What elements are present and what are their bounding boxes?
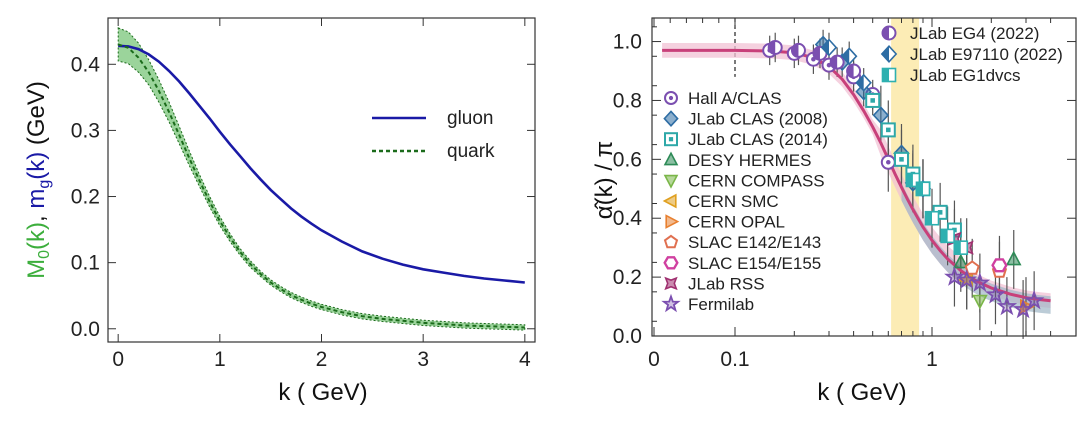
left-x-axis-label: k ( GeV) xyxy=(278,379,367,406)
data-point xyxy=(1005,250,1022,266)
data-point xyxy=(924,210,940,226)
legend-marker xyxy=(663,256,679,270)
data-point xyxy=(880,154,896,170)
data-point xyxy=(944,266,965,286)
theory-band-high-k xyxy=(901,182,1051,314)
data-point xyxy=(865,92,881,108)
legend-marker xyxy=(661,293,681,313)
left-chart: 0 1 2 3 4 0.0 0.1 0.2 0.3 0.4 gluon quark M0(k),… xyxy=(23,17,536,406)
legend-quark-label: quark xyxy=(447,141,495,162)
data-point xyxy=(820,38,838,57)
legend-marker xyxy=(880,45,898,63)
legend-label: DESY HERMES xyxy=(688,151,811,170)
legend-label: JLab RSS xyxy=(688,274,765,293)
legend-gluon-label: gluon xyxy=(447,108,494,129)
legend-marker xyxy=(665,214,680,229)
legend-label: JLab EG4 (2022) xyxy=(910,24,1039,43)
left-x-tick-label: 3 xyxy=(417,348,429,371)
right-legend: Hall A/CLAS JLab CLAS (2008)JLab CLAS (20… xyxy=(661,24,1063,314)
right-y-tick-label: 0.8 xyxy=(613,89,642,112)
data-point xyxy=(829,54,845,70)
left-series-lines xyxy=(117,43,525,329)
right-y-tick-label: 0.6 xyxy=(613,148,642,171)
right-y-axis-ticks: 0.0 0.2 0.4 0.6 0.8 1.0 xyxy=(613,26,1076,348)
right-chart: 0 0.1 1 0.00.20.40.60.81.0 Hall A/CLASJLab… xyxy=(591,17,1077,406)
left-legend: gluon quark xyxy=(372,108,495,162)
left-x-tick-label: 4 xyxy=(519,348,531,371)
data-point xyxy=(996,295,1018,316)
legend-marker xyxy=(664,132,678,147)
data-point xyxy=(952,253,969,269)
quark-uncertainty-band xyxy=(117,27,526,331)
data-point xyxy=(969,272,991,292)
left-y-tick-label: 0.3 xyxy=(71,119,100,142)
right-x-tick-label: 1 xyxy=(926,348,938,371)
data-point xyxy=(953,240,969,255)
legend-marker xyxy=(662,193,677,209)
legend-label: JLab EG1dvcs xyxy=(910,66,1021,85)
data-point xyxy=(964,260,980,275)
data-point xyxy=(880,122,896,138)
legend-label: SLAC E154/E155 xyxy=(688,254,821,273)
legend-marker xyxy=(881,25,897,41)
legend-marker xyxy=(664,276,678,291)
right-plot-frame xyxy=(651,17,1077,337)
legend-label: Fermilab xyxy=(688,295,754,314)
legend-label: JLab CLAS (2014) xyxy=(688,130,828,149)
right-y-tick-label: 1.0 xyxy=(613,31,642,54)
right-x-axis-ticks: 0 0.1 1 xyxy=(648,18,1052,371)
right-x-tick-label: 0 xyxy=(648,348,660,371)
left-y-tick-label: 0.0 xyxy=(71,318,100,341)
left-plot-frame xyxy=(107,17,536,343)
data-point xyxy=(1023,289,1045,310)
data-point xyxy=(956,269,977,289)
data-point xyxy=(893,151,909,167)
data-point xyxy=(972,294,988,310)
left-y-tick-label: 0.2 xyxy=(71,186,100,209)
data-point xyxy=(840,47,858,66)
quark-line xyxy=(117,43,525,329)
legend-marker xyxy=(663,174,679,189)
quark-band xyxy=(117,27,526,331)
data-point xyxy=(872,106,890,125)
data-point xyxy=(855,73,872,92)
data-point xyxy=(846,63,862,79)
left-x-tick-label: 1 xyxy=(214,348,226,371)
legend-label: Hall A/CLAS xyxy=(688,89,782,108)
data-point xyxy=(767,39,783,55)
data-points xyxy=(762,35,1045,319)
legend-label: CERN SMC xyxy=(688,192,779,211)
right-y-tick-label: 0.2 xyxy=(613,266,642,289)
data-point xyxy=(985,283,1006,304)
right-y-tick-label: 0.4 xyxy=(613,207,643,230)
legend-marker xyxy=(663,110,679,127)
right-y-tick-label: 0.0 xyxy=(613,325,642,348)
right-y-axis-label: α̂(k) / π xyxy=(591,141,618,219)
left-y-axis-ticks: 0.0 0.1 0.2 0.3 0.4 xyxy=(71,53,535,341)
legend-marker xyxy=(664,91,678,105)
left-y-tick-label: 0.4 xyxy=(71,53,101,76)
left-x-tick-label: 0 xyxy=(112,348,124,371)
legend-marker xyxy=(663,151,679,166)
gluon-line xyxy=(118,44,525,284)
data-point xyxy=(991,258,1008,273)
right-x-tick-label: 0.1 xyxy=(720,348,749,371)
data-point xyxy=(790,42,806,58)
legend-label: SLAC E142/E143 xyxy=(688,233,821,252)
legend-label: CERN COMPASS xyxy=(688,171,825,190)
left-y-axis-label: M0(k), mg(k) (GeV) xyxy=(23,81,53,279)
legend-label: JLab E97110 (2022) xyxy=(910,45,1063,64)
legend-marker xyxy=(881,67,897,83)
left-x-tick-label: 2 xyxy=(316,348,328,371)
legend-marker xyxy=(663,234,679,249)
left-y-tick-label: 0.1 xyxy=(71,252,100,275)
left-x-axis-ticks: 0 1 2 3 4 xyxy=(112,18,531,371)
theory-uncertainty-band xyxy=(662,43,1051,308)
legend-label: JLab CLAS (2008) xyxy=(688,110,828,129)
legend-label: CERN OPAL xyxy=(688,213,785,232)
data-point xyxy=(940,228,955,244)
right-x-axis-label: k ( GeV) xyxy=(817,379,906,406)
data-point xyxy=(915,181,931,197)
